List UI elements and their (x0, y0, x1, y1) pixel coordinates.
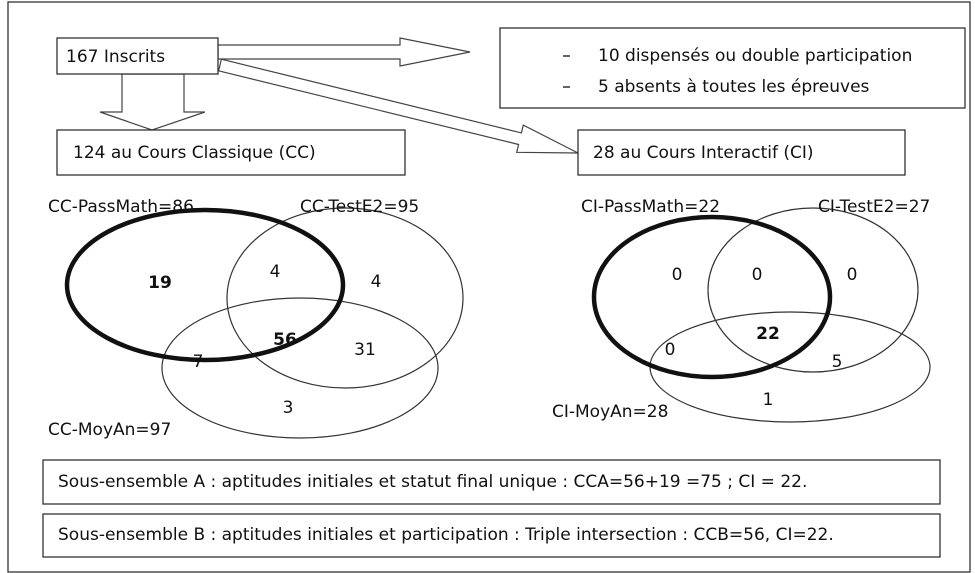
region-value: 0 (672, 265, 683, 285)
venn-circle (591, 214, 833, 380)
arrow-down (99, 73, 206, 131)
region-value: 1 (763, 390, 774, 410)
arrow-diagonal (217, 58, 579, 154)
classic-box (56, 129, 406, 176)
note-box (42, 513, 941, 558)
region-value: 0 (847, 265, 858, 285)
excluded-box (499, 27, 966, 109)
venn-label: CI-TestE2=27 (818, 197, 930, 217)
region-value: 3 (283, 398, 294, 418)
venn-circle (64, 207, 346, 363)
venn-label: CC-PassMath=86 (48, 197, 194, 217)
excluded-item: 5 absents à toutes les épreuves (598, 77, 870, 97)
region-value: 7 (193, 352, 204, 372)
region-value: 4 (270, 262, 281, 282)
venn-circle (161, 297, 439, 439)
venn-label: CI-MoyAn=28 (552, 402, 668, 422)
interactive-label: 28 au Cours Interactif (CI) (593, 143, 814, 163)
classic-label: 124 au Cours Classique (CC) (73, 143, 316, 163)
region-value: 22 (756, 324, 780, 344)
region-value: 5 (832, 352, 843, 372)
enrolled-label: 167 Inscrits (66, 47, 165, 67)
note-box (42, 459, 941, 505)
region-value: 56 (273, 330, 297, 350)
venn-label: CI-PassMath=22 (581, 197, 720, 217)
venn-label: CC-TestE2=95 (300, 197, 419, 217)
region-value: 0 (665, 340, 676, 360)
venn-label: CC-MoyAn=97 (48, 420, 171, 440)
note: Sous-ensemble A : aptitudes initiales et… (58, 472, 807, 492)
note: Sous-ensemble B : aptitudes initiales et… (58, 525, 834, 545)
venn-circle (707, 207, 919, 373)
region-value: 0 (752, 265, 763, 285)
region-value: 19 (148, 273, 172, 293)
region-value: 4 (371, 272, 382, 292)
enrolled-box (56, 37, 219, 75)
arrow-right (217, 37, 471, 67)
venn-circle (226, 207, 464, 389)
excluded-item: 10 dispensés ou double participation (598, 46, 912, 66)
region-value: 31 (354, 340, 376, 360)
interactive-box (577, 129, 906, 176)
